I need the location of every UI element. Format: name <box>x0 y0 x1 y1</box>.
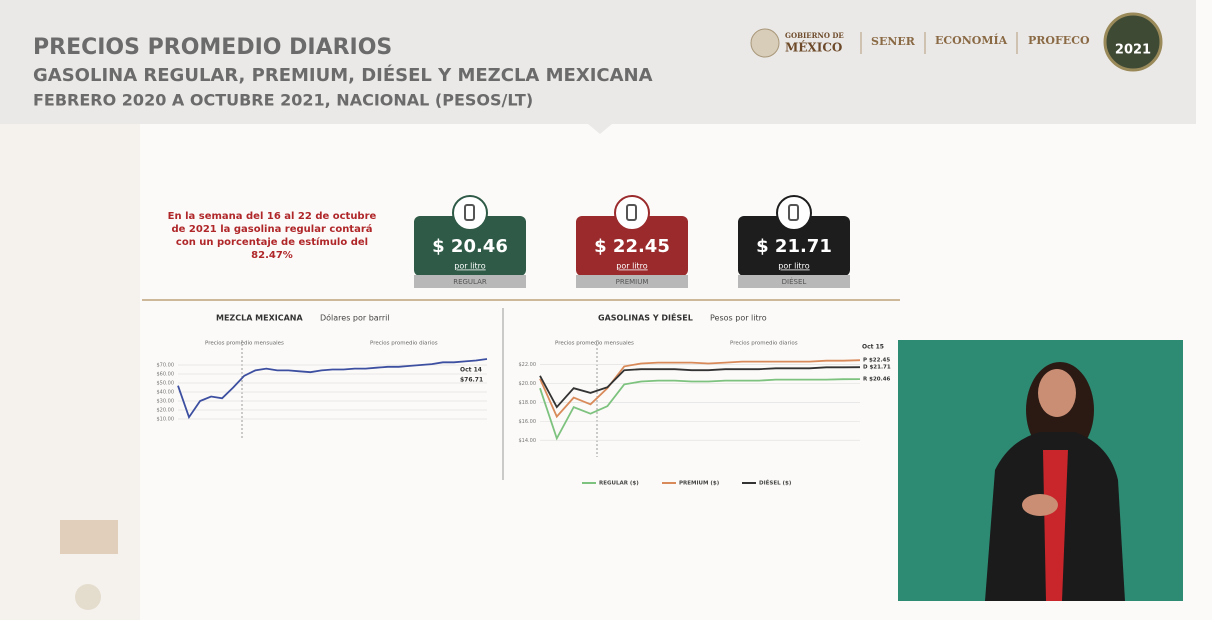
y-tick-label: $10.00 <box>157 417 175 423</box>
logo-year: 2021 <box>1115 43 1151 58</box>
subtitle: GASOLINA REGULAR, PREMIUM, DIÉSEL Y MEZC… <box>33 64 653 86</box>
y-tick-label: $18.00 <box>519 400 537 406</box>
charts: MEZCLA MEXICANA Dólares por barril Precios… <box>157 312 891 487</box>
end-label: P $22.45 <box>863 358 890 364</box>
note-line: En la semana del 16 al 22 de octubre <box>168 211 377 222</box>
note-line: 82.47% <box>251 250 293 261</box>
series-line <box>539 378 861 441</box>
legend-label: PREMIUM ($) <box>679 481 720 487</box>
end-label: R $20.46 <box>863 377 891 383</box>
card-price: $ 22.45 <box>594 236 670 257</box>
price-cards: $ 20.46 por litro REGULAR $ 22.45 por litro P… <box>414 195 850 288</box>
legend-label: REGULAR ($) <box>599 481 639 487</box>
card-label: PREMIUM <box>616 278 649 286</box>
annotation: $76.71 <box>460 377 483 384</box>
series-line <box>539 359 861 419</box>
logo-text: MÉXICO <box>785 40 842 55</box>
y-tick-label: $40.00 <box>157 390 175 396</box>
card-unit: por litro <box>454 262 486 271</box>
y-tick-label: $16.00 <box>519 419 537 425</box>
period-label: Precios promedio mensuales <box>555 341 634 347</box>
y-tick-label: $70.00 <box>157 363 175 369</box>
pump-glyph <box>788 204 799 221</box>
blouse <box>1043 450 1068 601</box>
card <box>738 216 850 276</box>
annotation: Oct 14 <box>460 367 482 374</box>
card-label-bar <box>576 275 688 288</box>
chart-title: MEZCLA MEXICANA <box>216 314 304 323</box>
y-tick-label: $30.00 <box>157 399 175 405</box>
emblem <box>750 28 780 58</box>
card-label-bar <box>738 275 850 288</box>
hands <box>1022 494 1058 516</box>
y-tick-label: $50.00 <box>157 381 175 387</box>
y-tick-label: $14.00 <box>519 438 537 444</box>
header-notch <box>588 124 612 134</box>
pump-glyph <box>626 204 637 221</box>
y-tick-label: $20.00 <box>157 408 175 414</box>
series-line <box>177 358 488 420</box>
logo-text: GOBIERNO DE <box>785 31 844 40</box>
pump-glyph <box>464 204 475 221</box>
note-line: de 2021 la gasolina regular contará <box>171 223 372 235</box>
period-label: Precios promedio mensuales <box>205 341 284 347</box>
series-line <box>539 366 861 409</box>
anniversary-logo <box>1103 12 1163 72</box>
logo-text: ECONOMÍA <box>935 33 1008 47</box>
period: FEBRERO 2020 A OCTUBRE 2021, NACIONAL (P… <box>33 91 533 110</box>
period-label: Precios promedio diarios <box>370 341 438 347</box>
title: PRECIOS PROMEDIO DIARIOS <box>33 35 392 60</box>
annotation: Oct 15 <box>862 344 884 351</box>
chart-title: GASOLINAS Y DIÉSEL <box>598 312 693 323</box>
face <box>1038 369 1076 417</box>
card <box>576 216 688 276</box>
card-label: REGULAR <box>453 278 487 286</box>
y-tick-label: $20.00 <box>519 381 537 387</box>
chart-subtitle: Pesos por litro <box>710 314 767 323</box>
card-price: $ 20.46 <box>432 236 508 257</box>
card-label: DIÉSEL <box>782 277 807 286</box>
chart-subtitle: Dólares por barril <box>320 313 390 323</box>
header-band <box>0 0 1196 124</box>
card-price: $ 21.71 <box>756 236 832 257</box>
pump-icon <box>452 195 488 231</box>
interpreter <box>985 362 1125 601</box>
card <box>414 216 526 276</box>
card-label-bar <box>414 275 526 288</box>
y-tick-label: $60.00 <box>157 372 175 378</box>
footer-emblem <box>60 520 118 554</box>
logo-text: SENER <box>871 35 916 48</box>
card-unit: por litro <box>778 262 810 271</box>
end-label: D $21.71 <box>863 365 891 371</box>
note-line: con un porcentaje de estímulo del <box>176 236 368 248</box>
footer-seal <box>75 584 101 610</box>
y-tick-label: $22.00 <box>519 362 537 368</box>
pump-icon <box>776 195 812 231</box>
logo-text: PROFECO <box>1028 34 1090 47</box>
pump-icon <box>614 195 650 231</box>
card-unit: por litro <box>616 262 648 271</box>
legend-label: DIÉSEL ($) <box>759 479 792 487</box>
period-label: Precios promedio diarios <box>730 341 798 347</box>
